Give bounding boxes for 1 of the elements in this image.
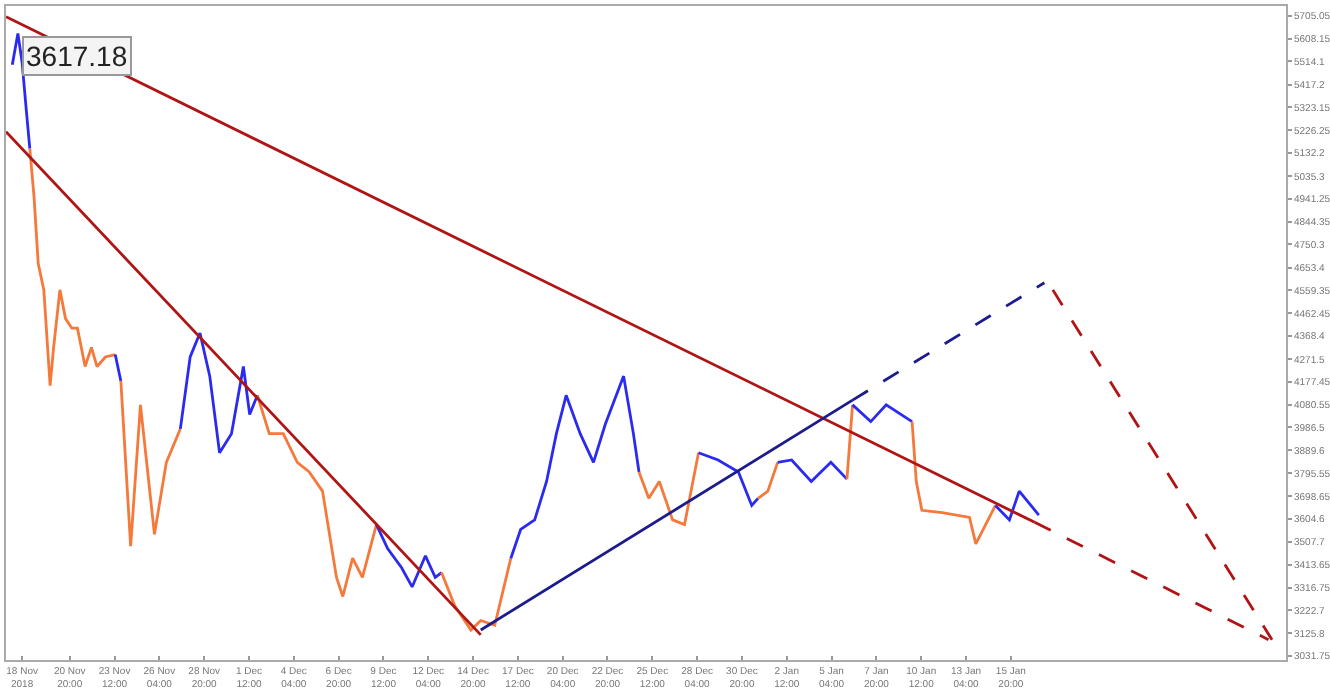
- annotation: 3617.18: [26, 40, 128, 72]
